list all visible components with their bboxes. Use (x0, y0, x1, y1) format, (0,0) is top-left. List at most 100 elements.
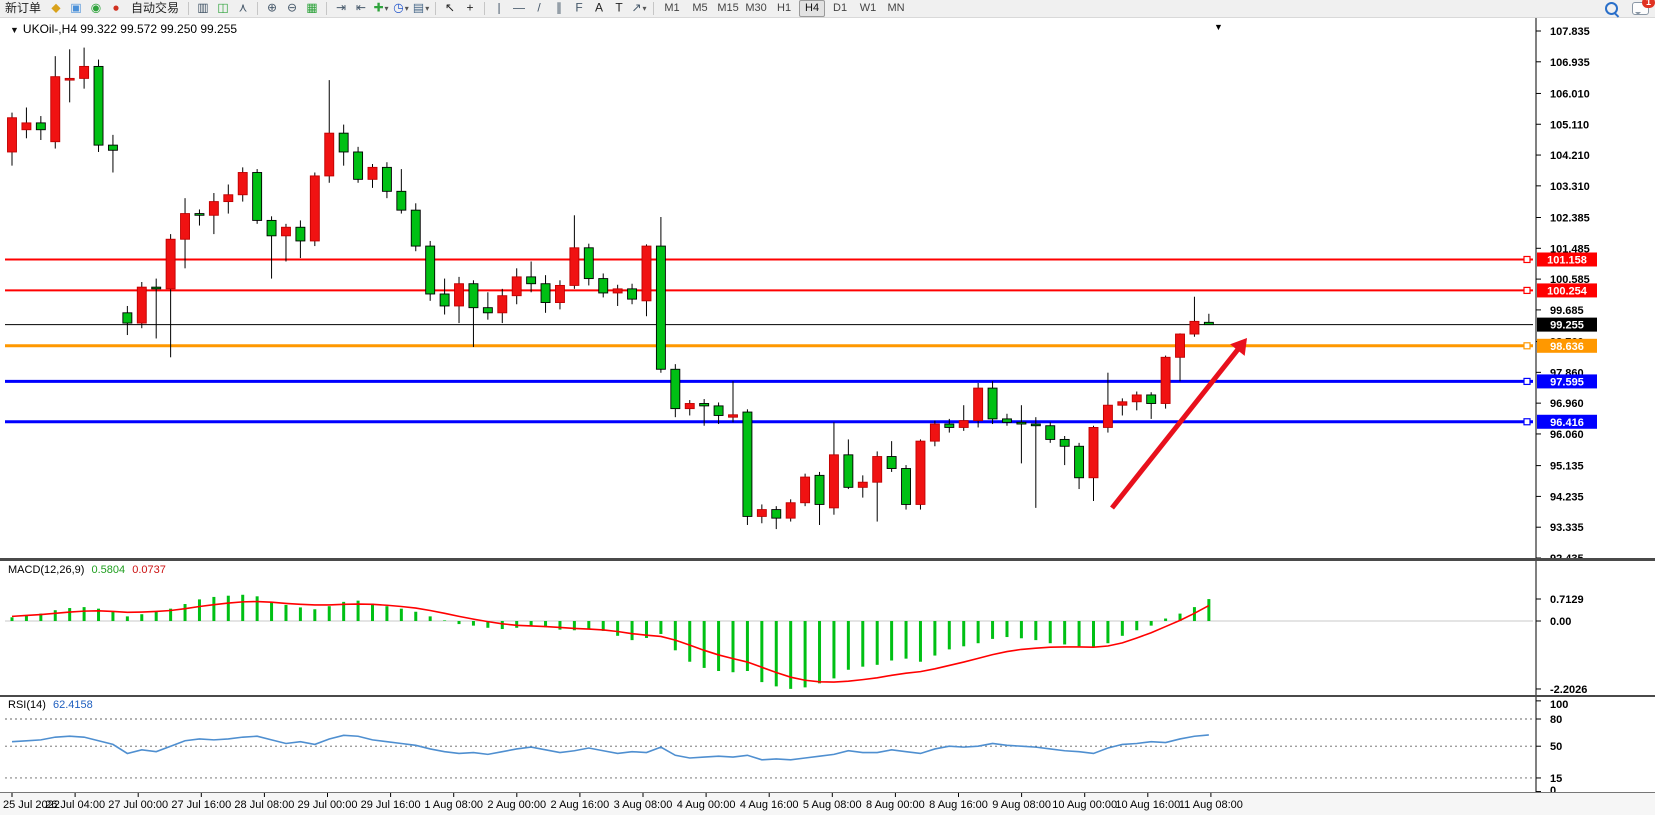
macd-indicator-label: MACD(12,26,9) 0.5804 0.0737 (8, 564, 166, 576)
svg-text:96.416: 96.416 (1550, 417, 1584, 429)
template-icon[interactable]: ▤ ▾ (412, 0, 430, 15)
macd-main-value: 0.5804 (91, 564, 126, 576)
macd-signal-value: 0.0737 (132, 564, 166, 576)
template-icon-dropdown[interactable]: ▾ (425, 4, 430, 13)
chart-title-text: UKOil-,H4 99.322 99.572 99.250 99.255 (22, 22, 238, 36)
svg-text:15: 15 (1550, 773, 1562, 785)
svg-text:107.835: 107.835 (1550, 26, 1590, 38)
svg-text:26 Jul 04:00: 26 Jul 04:00 (45, 799, 105, 811)
timeframe-m1[interactable]: M1 (664, 2, 680, 14)
toolbar-separator (435, 2, 437, 15)
svg-text:11 Aug 08:00: 11 Aug 08:00 (1179, 799, 1243, 811)
equidistant-channel-icon[interactable]: ∥ (556, 0, 563, 15)
scroll-position-marker: ▼ (1214, 22, 1223, 32)
svg-text:106.935: 106.935 (1550, 57, 1590, 69)
svg-text:8 Aug 16:00: 8 Aug 16:00 (929, 799, 988, 811)
search-icon[interactable] (1605, 2, 1618, 15)
autotrade-icon[interactable]: ● (112, 0, 120, 15)
time-axis[interactable]: 25 Jul 2022 26 Jul 04:00 27 Jul 00:00 27 Ju… (0, 793, 1655, 815)
panel-separator[interactable] (0, 695, 1655, 697)
svg-text:101.485: 101.485 (1550, 243, 1590, 255)
add-indicator-icon[interactable]: ✚ ▾ (373, 0, 389, 15)
svg-text:8 Aug 00:00: 8 Aug 00:00 (866, 799, 925, 811)
panel-separator[interactable] (0, 558, 1655, 561)
toolbar-separator (188, 2, 190, 15)
svg-text:102.385: 102.385 (1550, 213, 1590, 225)
chart-shift-icon[interactable]: ⇤ (356, 0, 367, 15)
svg-text:0: 0 (1550, 785, 1556, 792)
svg-text:4 Aug 00:00: 4 Aug 00:00 (677, 799, 736, 811)
svg-text:4 Aug 16:00: 4 Aug 16:00 (740, 799, 799, 811)
svg-text:104.210: 104.210 (1550, 150, 1590, 162)
svg-text:93.335: 93.335 (1550, 522, 1584, 534)
svg-text:100.254: 100.254 (1547, 285, 1588, 297)
timeframe-h1[interactable]: H1 (777, 2, 792, 14)
svg-text:-2.2026: -2.2026 (1550, 684, 1587, 695)
toolbar-separator (484, 2, 486, 15)
toolbar-separator (326, 2, 328, 15)
rsi-value: 62.4158 (52, 699, 93, 711)
crosshair-icon[interactable]: + (466, 0, 474, 15)
bar-chart-icon[interactable]: ▥ (197, 0, 209, 15)
svg-text:29 Jul 16:00: 29 Jul 16:00 (361, 799, 421, 811)
main-chart-canvas[interactable]: 107.835 106.935 106.010 105.110 104.210 103.3… (0, 18, 1655, 558)
text-label-icon[interactable]: T (615, 0, 623, 15)
rsi-panel-canvas[interactable]: 100 80 50 15 0 (0, 697, 1655, 792)
svg-text:3 Aug 08:00: 3 Aug 08:00 (614, 799, 673, 811)
zoom-in-icon[interactable]: ⊕ (267, 0, 278, 15)
profile-icon[interactable]: ◆ (51, 0, 61, 15)
timeframe-m15[interactable]: M15 (717, 2, 739, 14)
terminal-icon[interactable]: ▣ (70, 0, 82, 15)
svg-text:27 Jul 16:00: 27 Jul 16:00 (171, 799, 231, 811)
timeframe-m30[interactable]: M30 (745, 2, 767, 14)
svg-text:0.7129: 0.7129 (1550, 594, 1584, 606)
timeframe-h4[interactable]: H4 (799, 0, 826, 17)
signal-icon[interactable]: ◉ (90, 0, 102, 15)
tile-windows-icon[interactable]: ▦ (306, 0, 318, 15)
svg-text:80: 80 (1550, 714, 1562, 726)
period-icon[interactable]: ◷ ▾ (393, 0, 409, 15)
shapes-icon-dropdown[interactable]: ▾ (642, 4, 647, 13)
svg-text:99.255: 99.255 (1550, 320, 1584, 332)
chart-dropdown-icon[interactable]: ▼ (10, 25, 19, 35)
notification-badge: 1 (1642, 0, 1655, 8)
rsi-indicator-label: RSI(14) 62.4158 (8, 699, 93, 711)
period-icon-dropdown[interactable]: ▾ (404, 4, 409, 13)
cursor-icon[interactable]: ↖ (445, 0, 456, 15)
add-indicator-icon-dropdown[interactable]: ▾ (384, 4, 389, 13)
fibonacci-icon[interactable]: F (575, 0, 583, 15)
svg-text:100.585: 100.585 (1550, 274, 1590, 286)
autotrade-button[interactable]: 自动交易 (131, 1, 180, 15)
shapes-icon[interactable]: ↗ ▾ (631, 0, 647, 15)
svg-text:2 Aug 16:00: 2 Aug 16:00 (551, 799, 610, 811)
new-order-button[interactable]: 新订单 (5, 1, 42, 15)
svg-text:10 Aug 16:00: 10 Aug 16:00 (1115, 799, 1180, 811)
macd-panel-canvas[interactable]: 0.7129 0.00 -2.2026 (0, 561, 1655, 695)
text-icon[interactable]: A (595, 0, 604, 15)
timeframe-w1[interactable]: W1 (859, 2, 877, 14)
toolbar-separator (653, 2, 655, 15)
svg-text:29 Jul 00:00: 29 Jul 00:00 (298, 799, 358, 811)
timeframe-d1[interactable]: D1 (833, 2, 848, 14)
svg-text:95.135: 95.135 (1550, 461, 1584, 473)
svg-text:1 Aug 08:00: 1 Aug 08:00 (424, 799, 483, 811)
timeframe-m5[interactable]: M5 (692, 2, 708, 14)
svg-text:5 Aug 08:00: 5 Aug 08:00 (803, 799, 862, 811)
chart-title[interactable]: ▼ UKOil-,H4 99.322 99.572 99.250 99.255 (10, 22, 237, 36)
candlestick-icon[interactable]: ◫ (217, 0, 229, 15)
horizontal-line-icon[interactable]: — (513, 0, 526, 15)
line-chart-icon[interactable]: ⋏ (238, 0, 248, 15)
svg-text:101.158: 101.158 (1547, 254, 1587, 266)
svg-text:50: 50 (1550, 741, 1562, 753)
toolbar: 新订单 ◆ ▣ ◉ ● 自动交易 ▥ ◫ ⋏ ⊕ ⊖ ▦ ⇥ ⇤ ✚ ▾ ◷ ▾ ▤ ▾ ↖ + | — / ∥ F A T ↗ ▾ M1 M5… (0, 0, 1655, 18)
auto-scroll-icon[interactable]: ⇥ (336, 0, 347, 15)
zoom-out-icon[interactable]: ⊖ (287, 0, 298, 15)
panel-separator (0, 792, 1655, 793)
vertical-line-icon[interactable]: | (497, 0, 501, 15)
chat-icon[interactable]: 1 (1632, 0, 1655, 15)
svg-text:2 Aug 00:00: 2 Aug 00:00 (487, 799, 546, 811)
svg-text:96.960: 96.960 (1550, 398, 1584, 410)
timeframe-mn[interactable]: MN (887, 2, 905, 14)
svg-text:27 Jul 00:00: 27 Jul 00:00 (108, 799, 168, 811)
trendline-icon[interactable]: / (537, 0, 541, 15)
